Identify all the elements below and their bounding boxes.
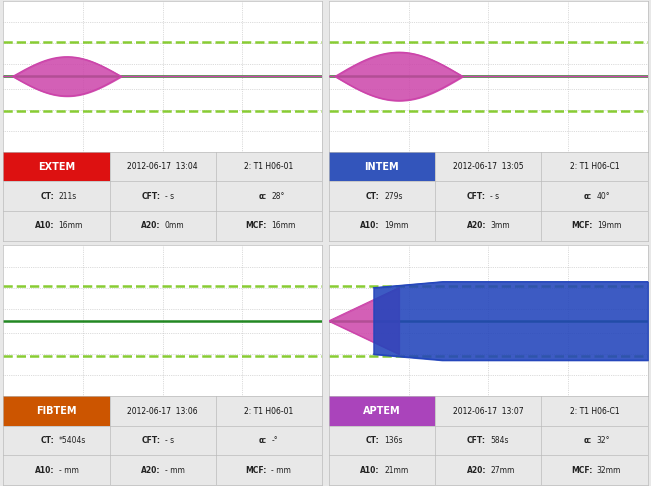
Text: 19mm: 19mm [384, 221, 408, 230]
Text: CT:: CT: [40, 436, 54, 445]
Text: - s: - s [165, 436, 174, 445]
Bar [329, 397, 435, 426]
Text: EXTEM: EXTEM [38, 162, 75, 172]
Text: 279s: 279s [384, 192, 402, 201]
Bar [3, 152, 109, 181]
Text: CFT:: CFT: [142, 192, 161, 201]
Text: - s: - s [165, 192, 174, 201]
Text: CT:: CT: [366, 192, 380, 201]
Text: MCF:: MCF: [245, 221, 267, 230]
Text: 16mm: 16mm [59, 221, 83, 230]
Text: MCF:: MCF: [571, 221, 592, 230]
Text: CFT:: CFT: [467, 436, 486, 445]
Text: 2: T1 H06-C1: 2: T1 H06-C1 [570, 407, 619, 416]
Text: - mm: - mm [165, 466, 185, 475]
Text: -°: -° [271, 436, 278, 445]
Text: 2012-06-17  13:04: 2012-06-17 13:04 [128, 162, 198, 171]
Text: CT:: CT: [366, 436, 380, 445]
Text: 16mm: 16mm [271, 221, 296, 230]
Text: INTEM: INTEM [365, 162, 399, 172]
Text: 21mm: 21mm [384, 466, 408, 475]
Text: 2012-06-17  13:05: 2012-06-17 13:05 [453, 162, 523, 171]
Text: α:: α: [258, 192, 267, 201]
Text: 32°: 32° [597, 436, 610, 445]
Text: FIBTEM: FIBTEM [36, 406, 77, 416]
Text: α:: α: [258, 436, 267, 445]
Text: 19mm: 19mm [597, 221, 621, 230]
Text: 2012-06-17  13:06: 2012-06-17 13:06 [128, 407, 198, 416]
Text: *5404s: *5404s [59, 436, 86, 445]
Text: 2012-06-17  13:07: 2012-06-17 13:07 [453, 407, 523, 416]
Text: 32mm: 32mm [597, 466, 621, 475]
Text: 584s: 584s [490, 436, 509, 445]
Text: α:: α: [584, 192, 592, 201]
Text: 3mm: 3mm [490, 221, 510, 230]
Text: 0mm: 0mm [165, 221, 184, 230]
Text: 2: T1 H06-C1: 2: T1 H06-C1 [570, 162, 619, 171]
Text: A10:: A10: [360, 466, 380, 475]
Text: A20:: A20: [467, 221, 486, 230]
Text: - s: - s [490, 192, 499, 201]
Text: A10:: A10: [35, 221, 54, 230]
Text: MCF:: MCF: [245, 466, 267, 475]
Text: APTEM: APTEM [363, 406, 401, 416]
Text: 2: T1 H06-01: 2: T1 H06-01 [245, 162, 294, 171]
Text: A20:: A20: [141, 466, 161, 475]
Text: 40°: 40° [597, 192, 611, 201]
Text: - mm: - mm [59, 466, 78, 475]
Text: - mm: - mm [271, 466, 291, 475]
Text: 211s: 211s [59, 192, 77, 201]
Bar [3, 397, 109, 426]
Text: CFT:: CFT: [467, 192, 486, 201]
Text: α:: α: [584, 436, 592, 445]
Text: 27mm: 27mm [490, 466, 515, 475]
Text: A20:: A20: [467, 466, 486, 475]
Text: A20:: A20: [141, 221, 161, 230]
Text: 136s: 136s [384, 436, 402, 445]
Text: A10:: A10: [35, 466, 54, 475]
Text: CFT:: CFT: [142, 436, 161, 445]
Text: MCF:: MCF: [571, 466, 592, 475]
Text: A10:: A10: [360, 221, 380, 230]
Text: CT:: CT: [40, 192, 54, 201]
Bar [329, 152, 435, 181]
Text: 2: T1 H06-01: 2: T1 H06-01 [245, 407, 294, 416]
Text: 28°: 28° [271, 192, 284, 201]
